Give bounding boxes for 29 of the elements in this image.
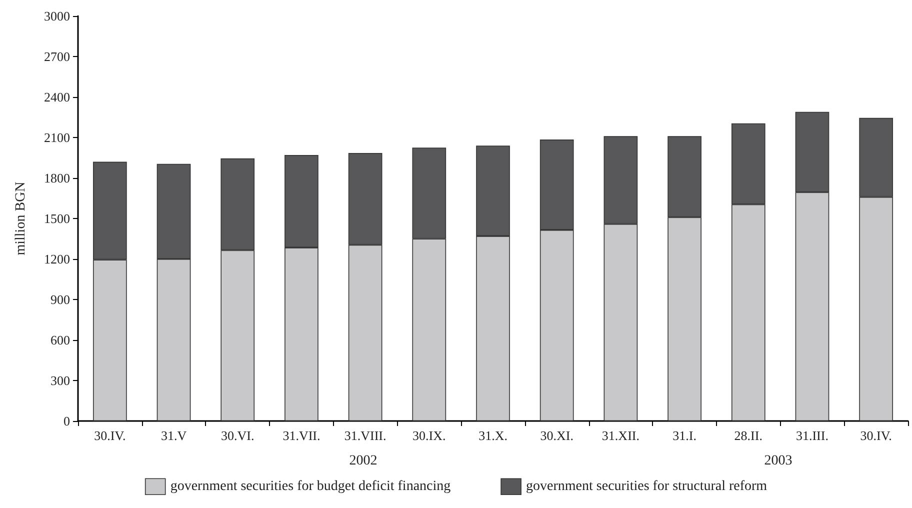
x-tick-label: 30.IX. <box>412 428 446 443</box>
y-tick-label: 900 <box>50 292 70 307</box>
y-tick-label: 2100 <box>44 130 70 145</box>
x-tick-label: 30.XI. <box>540 428 574 443</box>
legend-label: government securities for structural reform <box>526 479 768 494</box>
legend-label: government securities for budget deficit financing <box>170 479 451 494</box>
y-tick-label: 2400 <box>44 90 70 104</box>
y-tick-label: 300 <box>50 373 70 388</box>
y-tick-label: 0 <box>64 414 70 428</box>
x-tick-label: 31.XII. <box>602 428 640 443</box>
y-tick-label: 600 <box>50 332 70 348</box>
y-tick-label: 2700 <box>44 49 70 64</box>
text: 2002 <box>349 454 378 468</box>
x-tick-label: 31.VII. <box>282 428 320 443</box>
x-tick-label: 31.VIII. <box>344 428 386 443</box>
text: 2003 <box>764 454 792 468</box>
x-tick-label: 30.IV. <box>860 428 892 443</box>
x-tick-label: 31.V <box>160 428 188 443</box>
y-tick-label: 1500 <box>44 211 70 226</box>
y-tick-label: 3000 <box>44 8 70 24</box>
x-tick-label: 30.VI. <box>221 428 254 443</box>
x-tick-label: 31.I. <box>672 428 696 443</box>
y-tick-label: 1800 <box>44 170 70 186</box>
y-axis-title: million BGN <box>14 182 28 256</box>
x-tick-label: 31.III. <box>796 428 828 443</box>
x-tick-label: 30.IV. <box>94 428 126 443</box>
x-tick-label: 31.X. <box>478 428 508 443</box>
x-tick-label: 28.II. <box>734 428 762 443</box>
y-tick-label: 1200 <box>44 252 70 266</box>
